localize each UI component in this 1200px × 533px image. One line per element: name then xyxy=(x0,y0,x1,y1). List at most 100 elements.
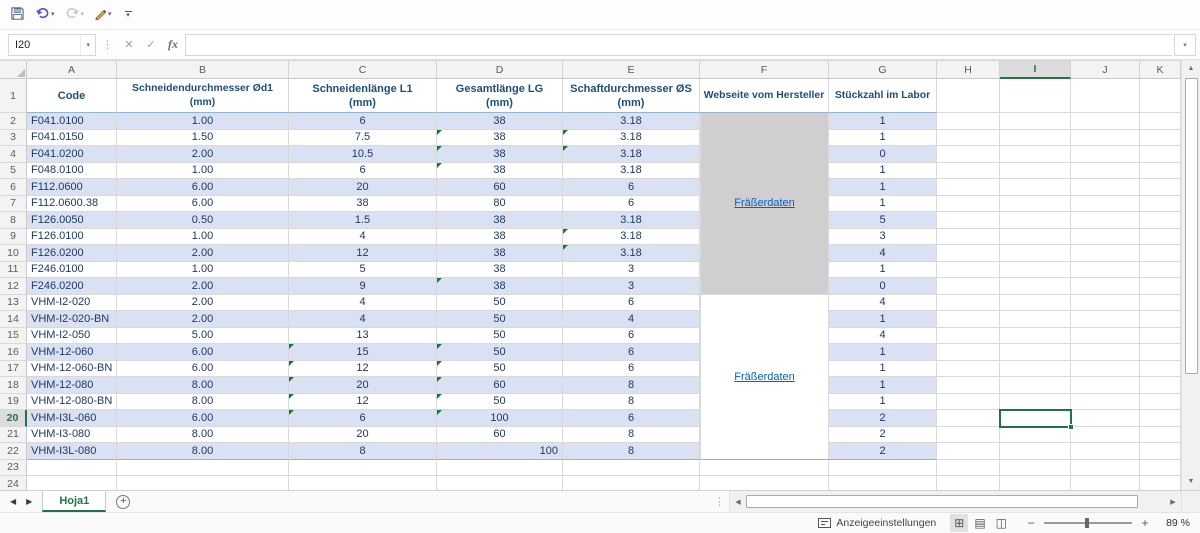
customize-qat-button[interactable]: ▾ xyxy=(124,11,132,19)
cell-B23[interactable] xyxy=(117,459,289,476)
cell-G24[interactable] xyxy=(829,476,937,490)
cell-J13[interactable] xyxy=(1071,294,1140,311)
cell-H22[interactable] xyxy=(937,443,1000,460)
cell-B10[interactable]: 2.00 xyxy=(117,245,289,262)
cell-D13[interactable]: 50 xyxy=(437,294,563,311)
cell-J10[interactable] xyxy=(1071,245,1140,262)
cell-G5[interactable]: 1 xyxy=(829,162,937,179)
cell-J7[interactable] xyxy=(1071,195,1140,212)
cell-A2[interactable]: F041.0100 xyxy=(27,113,117,130)
cell-H14[interactable] xyxy=(937,311,1000,328)
cell-D11[interactable]: 38 xyxy=(437,261,563,278)
column-header-G[interactable]: G xyxy=(829,61,937,79)
cell-C20[interactable]: 6 xyxy=(289,410,437,427)
cell-E4[interactable]: 3.18 xyxy=(563,146,700,163)
redo-button[interactable]: ▾ xyxy=(62,4,88,26)
cell-G17[interactable]: 1 xyxy=(829,360,937,377)
column-header-C[interactable]: C xyxy=(289,61,437,79)
cell-I14[interactable] xyxy=(1000,311,1071,328)
cell-K12[interactable] xyxy=(1140,278,1181,295)
column-header-K[interactable]: K xyxy=(1140,61,1181,79)
cell-A15[interactable]: VHM-I2-050 xyxy=(27,327,117,344)
row-header-22[interactable]: 22 xyxy=(0,443,27,460)
cell-C5[interactable]: 6 xyxy=(289,162,437,179)
cell-A7[interactable]: F112.0600.38 xyxy=(27,195,117,212)
cell-B22[interactable]: 8.00 xyxy=(117,443,289,460)
cell-D9[interactable]: 38 xyxy=(437,228,563,245)
cell-K2[interactable] xyxy=(1140,113,1181,130)
tab-scroll-splitter[interactable]: ⋮ xyxy=(714,496,725,508)
cell-G7[interactable]: 1 xyxy=(829,195,937,212)
cell-H8[interactable] xyxy=(937,212,1000,229)
cell-E20[interactable]: 6 xyxy=(563,410,700,427)
row-header-9[interactable]: 9 xyxy=(0,228,27,245)
cell-B15[interactable]: 5.00 xyxy=(117,327,289,344)
row-header-6[interactable]: 6 xyxy=(0,179,27,196)
cell-C7[interactable]: 38 xyxy=(289,195,437,212)
column-header-I[interactable]: I xyxy=(1000,61,1071,79)
cell-G22[interactable]: 2 xyxy=(829,443,937,460)
cell-C18[interactable]: 20 xyxy=(289,377,437,394)
cell-C17[interactable]: 12 xyxy=(289,360,437,377)
cell-J4[interactable] xyxy=(1071,146,1140,163)
cell-H21[interactable] xyxy=(937,426,1000,443)
cell-D8[interactable]: 38 xyxy=(437,212,563,229)
cell-D5[interactable]: 38 xyxy=(437,162,563,179)
cell-E14[interactable]: 4 xyxy=(563,311,700,328)
row-header-20[interactable]: 20 xyxy=(0,410,27,427)
cell-B3[interactable]: 1.50 xyxy=(117,129,289,146)
cell-I23[interactable] xyxy=(1000,459,1071,476)
vertical-scrollbar-thumb[interactable] xyxy=(1184,78,1198,374)
select-all-corner[interactable] xyxy=(0,61,27,79)
cell-J17[interactable] xyxy=(1071,360,1140,377)
cell-K19[interactable] xyxy=(1140,393,1181,410)
cell-J20[interactable] xyxy=(1071,410,1140,427)
cell-G6[interactable]: 1 xyxy=(829,179,937,196)
cell-H23[interactable] xyxy=(937,459,1000,476)
cell-K14[interactable] xyxy=(1140,311,1181,328)
cell-B1[interactable]: Schneidendurchmesser Ød1 (mm) xyxy=(117,79,289,113)
cell-A8[interactable]: F126.0050 xyxy=(27,212,117,229)
cell-C8[interactable]: 1.5 xyxy=(289,212,437,229)
cell-E17[interactable]: 6 xyxy=(563,360,700,377)
chevron-down-icon[interactable]: ▾ xyxy=(80,34,95,55)
cell-K1[interactable] xyxy=(1140,79,1181,113)
cell-A11[interactable]: F246.0100 xyxy=(27,261,117,278)
cell-I24[interactable] xyxy=(1000,476,1071,490)
cell-E12[interactable]: 3 xyxy=(563,278,700,295)
column-header-J[interactable]: J xyxy=(1071,61,1140,79)
zoom-out-button[interactable]: − xyxy=(1027,516,1035,530)
cell-A22[interactable]: VHM-I3L-080 xyxy=(27,443,117,460)
cell-A3[interactable]: F041.0150 xyxy=(27,129,117,146)
cell-C9[interactable]: 4 xyxy=(289,228,437,245)
cell-D7[interactable]: 80 xyxy=(437,195,563,212)
cell-J16[interactable] xyxy=(1071,344,1140,361)
row-header-13[interactable]: 13 xyxy=(0,294,27,311)
page-break-view-button[interactable]: ◫ xyxy=(992,514,1011,532)
row-header-4[interactable]: 4 xyxy=(0,146,27,163)
cell-A19[interactable]: VHM-12-080-BN xyxy=(27,393,117,410)
cell-H19[interactable] xyxy=(937,393,1000,410)
cell-J23[interactable] xyxy=(1071,459,1140,476)
previous-sheet-button[interactable]: ◀ xyxy=(10,497,17,506)
cell-C10[interactable]: 12 xyxy=(289,245,437,262)
formula-bar-input[interactable] xyxy=(185,33,1172,56)
cell-E22[interactable]: 8 xyxy=(563,443,700,460)
row-header-8[interactable]: 8 xyxy=(0,212,27,229)
cell-G2[interactable]: 1 xyxy=(829,113,937,130)
cell-B2[interactable]: 1.00 xyxy=(117,113,289,130)
cell-C6[interactable]: 20 xyxy=(289,179,437,196)
cell-D18[interactable]: 60 xyxy=(437,377,563,394)
cell-H18[interactable] xyxy=(937,377,1000,394)
cell-I3[interactable] xyxy=(1000,129,1071,146)
chevron-down-icon[interactable]: ▾ xyxy=(80,11,85,18)
cell-J19[interactable] xyxy=(1071,393,1140,410)
row-header-2[interactable]: 2 xyxy=(0,113,27,130)
cell-K22[interactable] xyxy=(1140,443,1181,460)
fill-handle[interactable] xyxy=(1068,423,1074,430)
cell-C23[interactable] xyxy=(289,459,437,476)
cell-K15[interactable] xyxy=(1140,327,1181,344)
cell-J11[interactable] xyxy=(1071,261,1140,278)
cell-I6[interactable] xyxy=(1000,179,1071,196)
cell-J22[interactable] xyxy=(1071,443,1140,460)
